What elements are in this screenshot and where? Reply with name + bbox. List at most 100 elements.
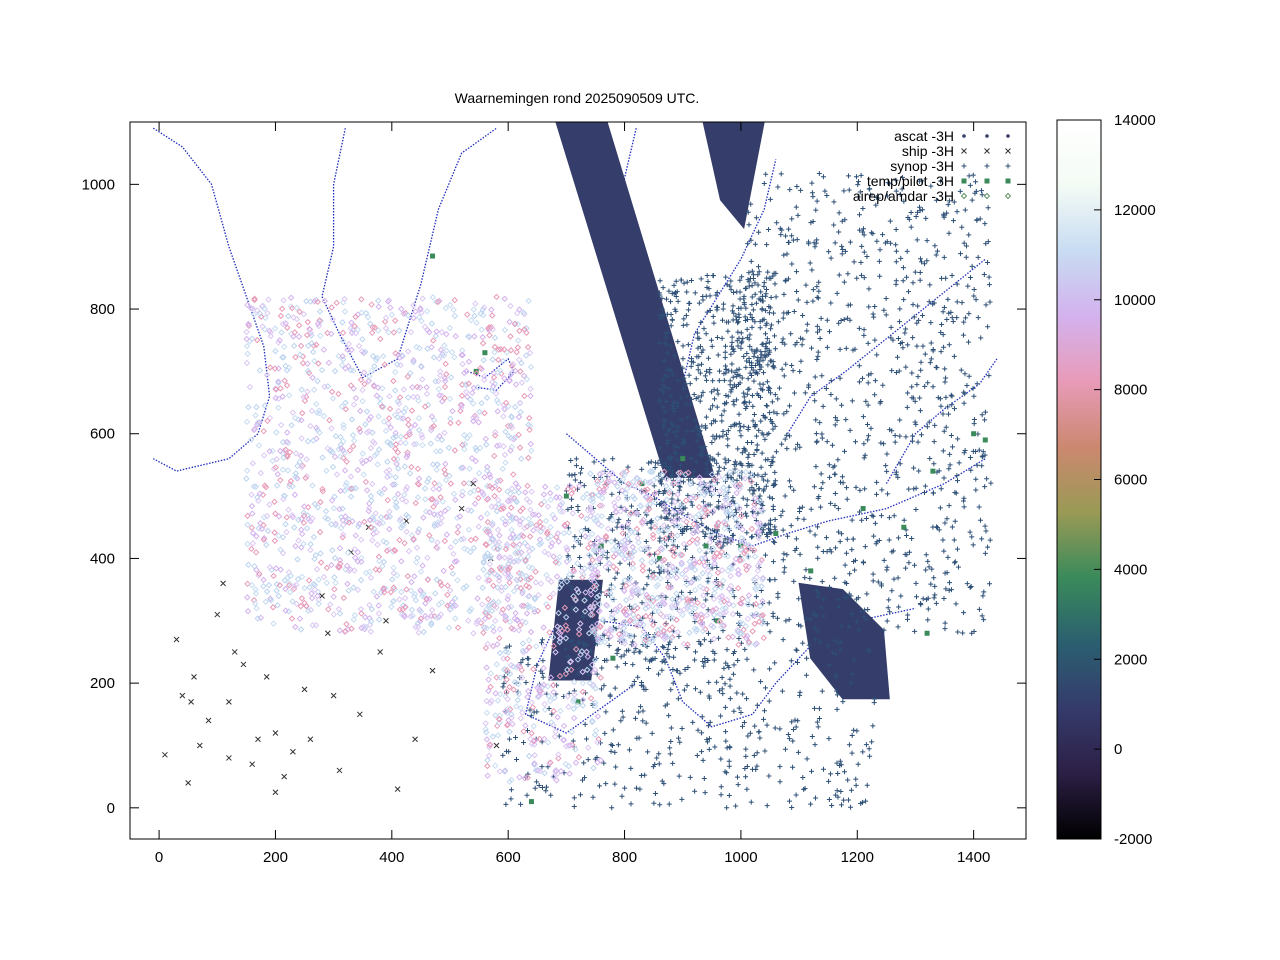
airep-amdar-3h-point-0-1027	[435, 485, 443, 493]
airep-amdar-3h-point-0-1069	[415, 475, 423, 482]
synop-3h-point-1-174	[784, 432, 790, 438]
airep-amdar-3h-point-1-53	[531, 737, 539, 744]
airep-amdar-3h-point-0-861	[396, 536, 403, 544]
synop-3h-point-3-273	[700, 499, 706, 505]
airep-amdar-3h-point-2-402	[660, 613, 667, 620]
airep-amdar-3h-point-2-421	[597, 488, 605, 496]
airep-amdar-3h-point-0-209	[428, 343, 435, 351]
airep-amdar-3h-point-0-574	[261, 482, 269, 489]
synop-3h-point-1-665	[964, 243, 970, 249]
airep-amdar-3h-point-1-171	[579, 668, 586, 676]
airep-amdar-3h-point-0-1194	[348, 625, 355, 632]
synop-3h-point-3-112	[565, 506, 571, 512]
airep-amdar-3h-point-0-143	[308, 407, 316, 415]
airep-amdar-3h-point-1-311	[488, 697, 495, 704]
airep-amdar-3h-point-0-1134	[314, 320, 322, 327]
airep-amdar-3h-point-2-122	[688, 600, 696, 608]
synop-3h-point-2-112	[826, 662, 832, 668]
airep-amdar-3h-point-1-186	[541, 548, 548, 556]
airep-amdar-3h-point-1-223	[496, 712, 504, 719]
airep-amdar-3h-point-0-974	[410, 314, 417, 322]
airep-amdar-3h-point-1-489	[505, 574, 512, 582]
airep-amdar-3h-point-0-147	[450, 550, 457, 558]
synop-3h-point-1-78	[804, 299, 810, 305]
airep-amdar-3h-point-0-287	[466, 607, 474, 615]
synop-3h-point-2-16	[609, 805, 615, 811]
synop-3h-point-1-689	[810, 219, 816, 225]
synop-3h-point-3-53	[625, 464, 631, 470]
airep-amdar-3h-point-2-560	[716, 610, 723, 618]
airep-amdar-3h-point-0-226	[351, 545, 358, 553]
airep-amdar-3h-point-2-563	[632, 586, 640, 594]
airep-amdar-3h-point-0-256	[413, 440, 420, 448]
synop-3h-point-0-469	[697, 398, 703, 404]
synop-3h-point-1-272	[815, 495, 821, 501]
synop-3h-point-1-214	[949, 272, 955, 278]
airep-amdar-3h-point-2-588	[697, 480, 704, 487]
airep-amdar-3h-point-0-1327	[287, 294, 295, 301]
airep-amdar-3h-point-1-333	[515, 662, 522, 670]
synop-3h-point-1-326	[928, 340, 934, 346]
airep-amdar-3h-point-0-149	[481, 409, 488, 417]
airep-amdar-3h-point-0-1374	[260, 536, 268, 543]
synop-3h-point-3-14	[652, 551, 658, 557]
synop-3h-point-1-886	[945, 296, 951, 302]
airep-amdar-3h-point-0-1353	[486, 471, 493, 478]
synop-3h-point-1-609	[839, 402, 845, 408]
airep-amdar-3h-point-0-1393	[352, 485, 360, 492]
synop-3h-point-0-91	[734, 397, 740, 403]
synop-3h-point-1-806	[886, 537, 892, 543]
synop-3h-point-1-467	[908, 224, 914, 230]
synop-3h-point-2-411	[612, 749, 618, 755]
airep-amdar-3h-point-1-359	[566, 556, 573, 563]
airep-amdar-3h-point-1-403	[544, 603, 552, 611]
airep-amdar-3h-point-0-494	[260, 514, 268, 521]
airep-amdar-3h-point-0-602	[248, 581, 256, 589]
synop-3h-point-1-410	[982, 417, 988, 423]
ship-3h-point-5	[196, 742, 203, 749]
airep-amdar-3h-point-2-529	[715, 473, 723, 481]
synop-3h-point-3-329	[659, 667, 665, 673]
airep-amdar-3h-point-2-526	[728, 511, 736, 518]
airep-amdar-3h-point-0-161	[335, 390, 342, 398]
synop-3h-point-1-41	[952, 559, 958, 565]
airep-amdar-3h-point-0-916	[285, 506, 292, 514]
synop-3h-point-2-187	[721, 665, 727, 671]
airep-amdar-3h-point-0-341	[470, 400, 477, 407]
synop-3h-point-1-608	[846, 624, 852, 630]
synop-3h-point-0-400	[729, 361, 735, 367]
synop-3h-point-2-221	[795, 718, 801, 724]
airep-amdar-3h-point-0-355	[428, 606, 436, 614]
airep-amdar-3h-point-0-45	[296, 615, 304, 622]
airep-amdar-3h-point-0-957	[390, 597, 398, 605]
synop-3h-point-2-140	[727, 683, 733, 689]
airep-amdar-3h-point-1-406	[522, 557, 529, 564]
airep-amdar-3h-point-0-975	[360, 349, 368, 357]
synop-3h-point-2-304	[848, 804, 854, 810]
synop-3h-point-0-612	[758, 394, 763, 400]
synop-3h-point-1-161	[919, 178, 925, 184]
airep-amdar-3h-point-0-106	[461, 445, 468, 453]
airep-amdar-3h-point-0-1326	[501, 326, 509, 334]
synop-3h-point-2-344	[777, 764, 783, 770]
airep-amdar-3h-point-1-111	[485, 676, 492, 683]
synop-3h-point-0-601	[727, 378, 733, 384]
airep-amdar-3h-point-2-399	[606, 478, 613, 486]
synop-3h-point-2-355	[722, 769, 728, 775]
airep-amdar-3h-point-0-456	[475, 419, 482, 426]
synop-3h-point-0-465	[762, 471, 768, 477]
airep-amdar-3h-point-0-1000	[441, 466, 448, 473]
airep-amdar-3h-point-2-521	[702, 489, 710, 496]
airep-amdar-3h-point-0-313	[397, 362, 404, 369]
synop-3h-point-1-122	[779, 366, 785, 372]
synop-3h-point-1-236	[909, 433, 915, 439]
airep-amdar-3h-point-0-563	[455, 419, 462, 426]
synop-3h-point-3-388	[591, 475, 597, 481]
airep-amdar-3h-point-1-88	[482, 541, 489, 548]
airep-amdar-3h-point-2-211	[602, 532, 610, 540]
synop-3h-point-1-278	[961, 504, 967, 510]
synop-3h-point-1-729	[839, 243, 845, 249]
airep-amdar-3h-point-2-312	[609, 469, 616, 477]
airep-amdar-3h-point-0-381	[370, 525, 378, 532]
airep-amdar-3h-point-2-342	[699, 481, 706, 488]
